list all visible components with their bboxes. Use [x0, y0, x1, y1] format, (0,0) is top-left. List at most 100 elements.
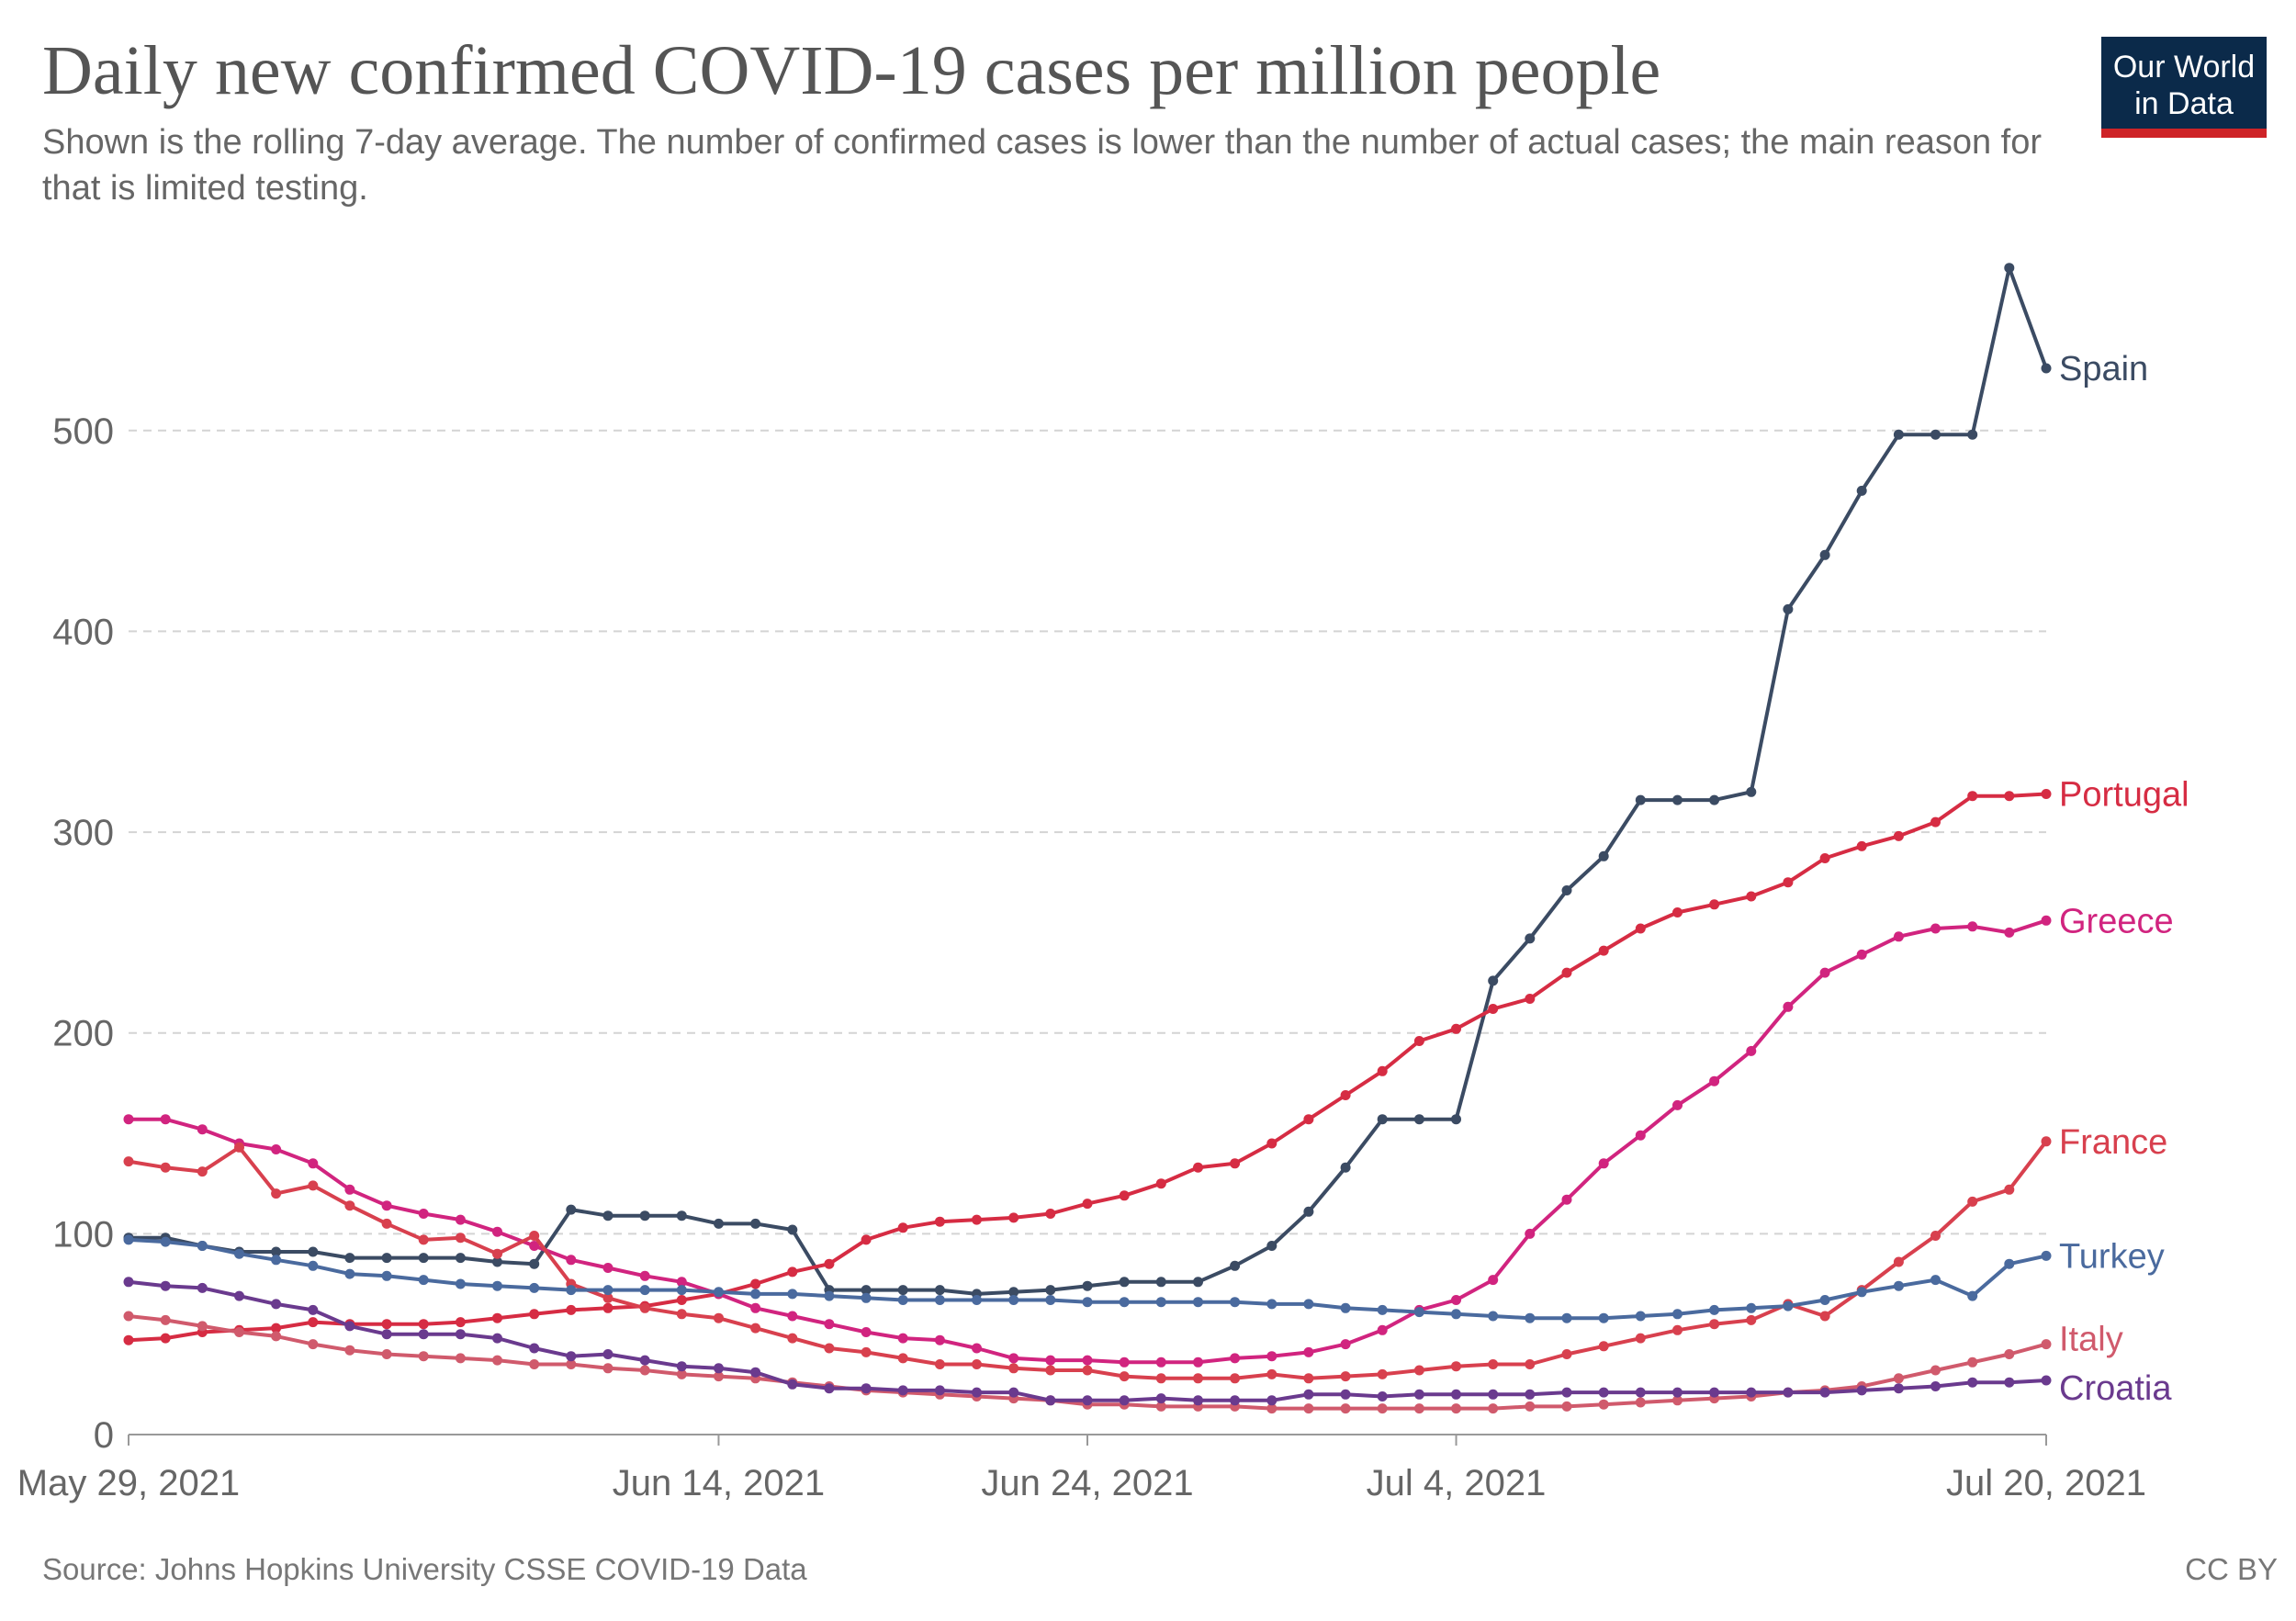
data-point-portugal[interactable]	[160, 1333, 171, 1344]
data-point-croatia[interactable]	[934, 1385, 945, 1396]
data-point-italy[interactable]	[1155, 1401, 1166, 1412]
data-point-greece[interactable]	[1672, 1099, 1683, 1110]
data-point-spain[interactable]	[1082, 1280, 1093, 1291]
data-point-turkey[interactable]	[824, 1290, 835, 1301]
data-point-portugal[interactable]	[897, 1222, 908, 1233]
data-point-croatia[interactable]	[1930, 1381, 1941, 1391]
data-point-turkey[interactable]	[566, 1285, 577, 1296]
data-point-italy[interactable]	[1635, 1397, 1646, 1408]
series-label-italy[interactable]: Italy	[2059, 1321, 2123, 1359]
data-point-spain[interactable]	[529, 1258, 540, 1269]
data-point-portugal[interactable]	[529, 1309, 540, 1320]
data-point-france[interactable]	[344, 1200, 355, 1211]
data-point-spain[interactable]	[492, 1256, 502, 1267]
data-point-croatia[interactable]	[1672, 1387, 1683, 1398]
data-point-greece[interactable]	[787, 1311, 798, 1322]
data-point-france[interactable]	[1525, 1359, 1536, 1369]
data-point-greece[interactable]	[1155, 1356, 1166, 1368]
data-point-turkey[interactable]	[861, 1292, 872, 1303]
data-point-italy[interactable]	[492, 1355, 502, 1366]
license-note[interactable]: CC BY	[2185, 1552, 2278, 1586]
data-point-croatia[interactable]	[1413, 1389, 1424, 1400]
data-point-croatia[interactable]	[714, 1363, 724, 1374]
data-point-turkey[interactable]	[160, 1236, 171, 1247]
data-point-greece[interactable]	[602, 1263, 613, 1273]
data-point-greece[interactable]	[972, 1343, 982, 1354]
data-point-spain[interactable]	[1709, 794, 1720, 805]
data-point-france[interactable]	[602, 1292, 613, 1303]
data-point-portugal[interactable]	[271, 1323, 282, 1334]
data-point-portugal[interactable]	[1045, 1209, 1056, 1219]
data-point-greece[interactable]	[455, 1214, 466, 1225]
data-point-portugal[interactable]	[1709, 899, 1720, 910]
data-point-greece[interactable]	[1488, 1275, 1499, 1286]
source-note[interactable]: Source: Johns Hopkins University CSSE CO…	[42, 1552, 807, 1586]
data-point-turkey[interactable]	[529, 1282, 540, 1293]
data-point-france[interactable]	[1377, 1368, 1388, 1379]
data-point-turkey[interactable]	[714, 1287, 724, 1298]
data-point-france[interactable]	[1266, 1368, 1277, 1379]
data-point-france[interactable]	[1082, 1365, 1093, 1376]
data-point-france[interactable]	[676, 1309, 687, 1320]
data-point-spain[interactable]	[1672, 794, 1683, 805]
data-point-greece[interactable]	[639, 1270, 650, 1281]
data-point-spain[interactable]	[1230, 1260, 1241, 1271]
data-point-italy[interactable]	[160, 1314, 171, 1325]
data-point-turkey[interactable]	[1377, 1304, 1388, 1315]
data-point-turkey[interactable]	[1598, 1312, 1609, 1323]
data-point-france[interactable]	[1413, 1365, 1424, 1376]
series-label-spain[interactable]: Spain	[2059, 350, 2148, 388]
data-point-portugal[interactable]	[1303, 1114, 1314, 1125]
data-point-italy[interactable]	[1266, 1403, 1277, 1414]
data-point-greece[interactable]	[750, 1302, 761, 1313]
data-point-spain[interactable]	[861, 1285, 872, 1296]
data-point-france[interactable]	[1598, 1341, 1609, 1352]
data-point-turkey[interactable]	[1709, 1304, 1720, 1315]
data-point-greece[interactable]	[529, 1241, 540, 1251]
data-point-portugal[interactable]	[1451, 1023, 1461, 1034]
data-point-croatia[interactable]	[529, 1343, 540, 1354]
data-point-turkey[interactable]	[197, 1241, 208, 1251]
data-point-greece[interactable]	[2004, 927, 2015, 938]
data-point-greece[interactable]	[1340, 1339, 1351, 1350]
data-point-croatia[interactable]	[1155, 1393, 1166, 1404]
data-point-spain[interactable]	[676, 1210, 687, 1221]
data-point-greece[interactable]	[566, 1255, 577, 1266]
data-point-turkey[interactable]	[750, 1289, 761, 1300]
data-point-portugal[interactable]	[676, 1295, 687, 1305]
data-point-italy[interactable]	[381, 1349, 392, 1359]
data-point-france[interactable]	[381, 1218, 392, 1229]
data-point-greece[interactable]	[1709, 1075, 1720, 1086]
data-point-france[interactable]	[1561, 1349, 1572, 1359]
data-point-portugal[interactable]	[2041, 789, 2052, 799]
data-point-turkey[interactable]	[418, 1275, 429, 1286]
data-point-greece[interactable]	[1525, 1228, 1536, 1239]
data-point-greece[interactable]	[1451, 1295, 1461, 1305]
data-point-croatia[interactable]	[897, 1385, 908, 1396]
series-turkey[interactable]	[123, 1234, 2052, 1323]
data-point-turkey[interactable]	[1783, 1300, 1794, 1311]
data-point-greece[interactable]	[1967, 921, 1978, 932]
data-point-spain[interactable]	[787, 1224, 798, 1235]
series-portugal[interactable]	[123, 789, 2052, 1345]
data-point-france[interactable]	[529, 1231, 540, 1241]
data-point-greece[interactable]	[123, 1114, 134, 1125]
data-point-croatia[interactable]	[308, 1304, 319, 1315]
data-point-greece[interactable]	[897, 1333, 908, 1344]
data-point-croatia[interactable]	[2041, 1375, 2052, 1386]
data-point-croatia[interactable]	[123, 1277, 134, 1288]
data-point-portugal[interactable]	[1967, 791, 1978, 802]
data-point-italy[interactable]	[1967, 1356, 1978, 1368]
data-point-turkey[interactable]	[1819, 1295, 1830, 1305]
data-point-spain[interactable]	[1746, 786, 1757, 797]
data-point-portugal[interactable]	[1856, 840, 1867, 851]
data-point-greece[interactable]	[1266, 1351, 1277, 1362]
data-point-france[interactable]	[234, 1142, 244, 1153]
data-point-turkey[interactable]	[308, 1260, 319, 1271]
data-point-italy[interactable]	[602, 1363, 613, 1374]
data-point-spain[interactable]	[381, 1253, 392, 1264]
series-croatia[interactable]	[123, 1277, 2052, 1406]
data-point-portugal[interactable]	[1230, 1158, 1241, 1169]
data-point-greece[interactable]	[1635, 1130, 1646, 1141]
data-point-turkey[interactable]	[1303, 1299, 1314, 1310]
